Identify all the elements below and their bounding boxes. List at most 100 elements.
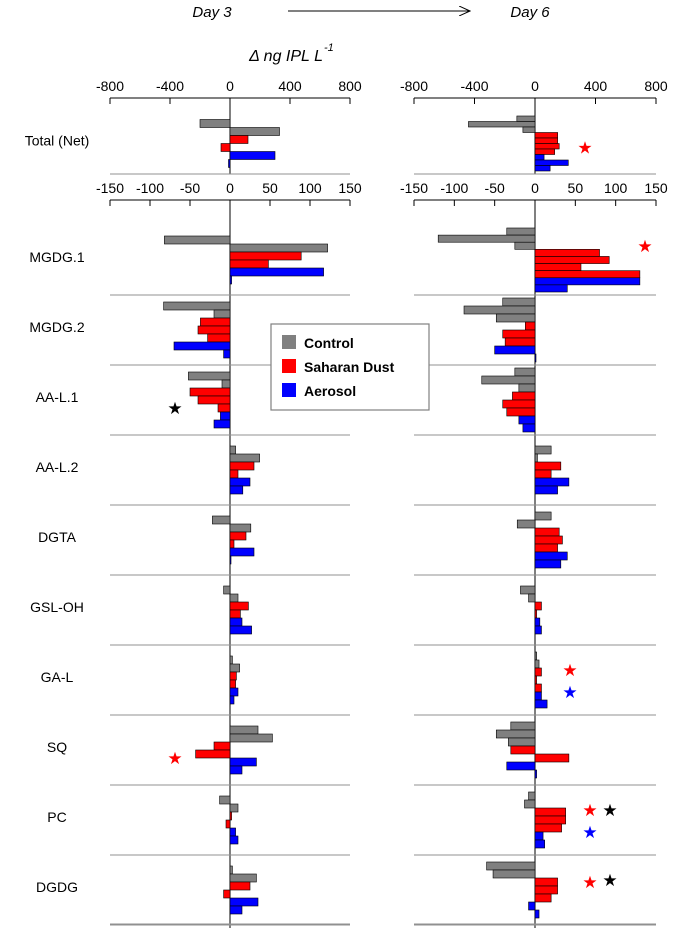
tick-label: 0	[226, 78, 234, 94]
bar-saharan-dust	[207, 333, 231, 343]
legend-swatch-saharan-dust	[282, 359, 296, 373]
bar-aerosol	[229, 835, 239, 845]
bar-saharan-dust	[229, 251, 302, 261]
bar-aerosol	[229, 555, 232, 565]
bar-aerosol	[220, 411, 231, 421]
legend: Control Saharan Dust Aerosol	[270, 323, 430, 411]
bar-control	[514, 367, 536, 377]
red-star-marker: ★	[577, 139, 592, 158]
bar-control	[188, 371, 231, 381]
bar-saharan-dust	[502, 399, 536, 409]
bar-control	[229, 523, 252, 533]
bar-aerosol	[534, 559, 562, 569]
bar-saharan-dust	[229, 881, 251, 891]
tick-label: -50	[485, 180, 505, 196]
bar-saharan-dust	[229, 135, 249, 144]
bar-saharan-dust	[534, 263, 582, 271]
bar-control	[534, 659, 540, 669]
bar-control	[534, 511, 552, 521]
row-label: DGDG	[36, 879, 78, 895]
bar-saharan-dust	[504, 337, 536, 347]
black-star-marker: ★	[602, 801, 617, 820]
bar-saharan-dust	[512, 391, 536, 401]
day-right-label: Day 6	[510, 4, 550, 21]
unit-label: Δ ng IPL L	[248, 48, 323, 65]
bar-aerosol	[534, 353, 537, 363]
bar-saharan-dust	[229, 539, 235, 549]
tick-label: 0	[226, 180, 234, 196]
bar-saharan-dust	[506, 407, 536, 417]
bar-aerosol	[534, 154, 545, 161]
unit-exponent: -1	[324, 42, 334, 54]
bar-saharan-dust	[197, 395, 231, 405]
bar-control	[516, 115, 536, 122]
legend-label-saharan-dust: Saharan Dust	[304, 359, 395, 375]
bar-control	[229, 865, 233, 875]
tick-label: 400	[584, 78, 608, 94]
bar-saharan-dust	[534, 132, 558, 139]
bar-aerosol	[213, 419, 231, 429]
bar-control	[495, 729, 536, 739]
tick-label: 800	[338, 78, 362, 94]
bar-saharan-dust	[229, 469, 239, 479]
bar-saharan-dust	[200, 317, 231, 327]
bar-aerosol	[229, 267, 324, 277]
bar-aerosol	[522, 423, 536, 433]
bar-saharan-dust	[534, 256, 610, 264]
bar-control	[229, 873, 257, 883]
bar-saharan-dust	[229, 811, 232, 821]
bar-control	[463, 305, 536, 315]
row-label: GA-L	[41, 669, 74, 685]
red-star-marker: ★	[167, 749, 182, 768]
bar-saharan-dust	[534, 249, 600, 257]
bar-saharan-dust	[534, 823, 562, 833]
bar-saharan-dust	[510, 745, 536, 755]
bar-control	[528, 593, 536, 603]
bar-saharan-dust	[229, 259, 269, 269]
bar-aerosol	[534, 625, 542, 635]
bar-aerosol	[494, 345, 536, 355]
tick-label: 150	[338, 180, 362, 196]
bar-aerosol	[229, 485, 244, 495]
bar-aerosol	[229, 625, 252, 635]
bar-aerosol	[229, 695, 235, 705]
bar-aerosol	[223, 349, 231, 359]
bar-aerosol	[534, 277, 641, 286]
bar-aerosol	[228, 159, 231, 168]
bar-saharan-dust	[534, 877, 558, 887]
bar-control	[534, 651, 537, 661]
bar-control	[518, 383, 536, 393]
bar-saharan-dust	[534, 807, 566, 817]
bar-control	[481, 375, 536, 385]
red-star-marker: ★	[562, 661, 577, 680]
bar-aerosol	[534, 165, 551, 172]
row-label: PC	[47, 809, 66, 825]
legend-swatch-aerosol	[282, 383, 296, 397]
bar-aerosol	[229, 151, 276, 160]
bar-aerosol	[229, 905, 243, 915]
red-star-marker: ★	[637, 237, 652, 256]
bar-control	[164, 235, 231, 245]
bar-control	[229, 453, 260, 463]
bar-saharan-dust	[534, 137, 558, 144]
bar-saharan-dust	[534, 461, 562, 471]
bar-aerosol	[518, 415, 536, 425]
row-label: SQ	[47, 739, 67, 755]
bar-saharan-dust	[213, 741, 231, 751]
bar-control	[163, 301, 231, 311]
bar-control	[524, 799, 536, 809]
row-label: AA-L.1	[36, 389, 79, 405]
bar-saharan-dust	[217, 403, 231, 413]
black-star-marker: ★	[167, 399, 182, 418]
bar-control	[229, 655, 233, 665]
bar-saharan-dust	[189, 387, 231, 397]
bar-saharan-dust	[534, 683, 542, 693]
bar-control	[514, 241, 536, 250]
bar-control	[229, 663, 240, 673]
bar-saharan-dust	[195, 749, 231, 759]
bar-control	[528, 791, 536, 801]
bar-control	[223, 585, 231, 595]
bar-control	[219, 795, 231, 805]
bar-saharan-dust	[229, 679, 236, 689]
tick-label: 800	[644, 78, 668, 94]
